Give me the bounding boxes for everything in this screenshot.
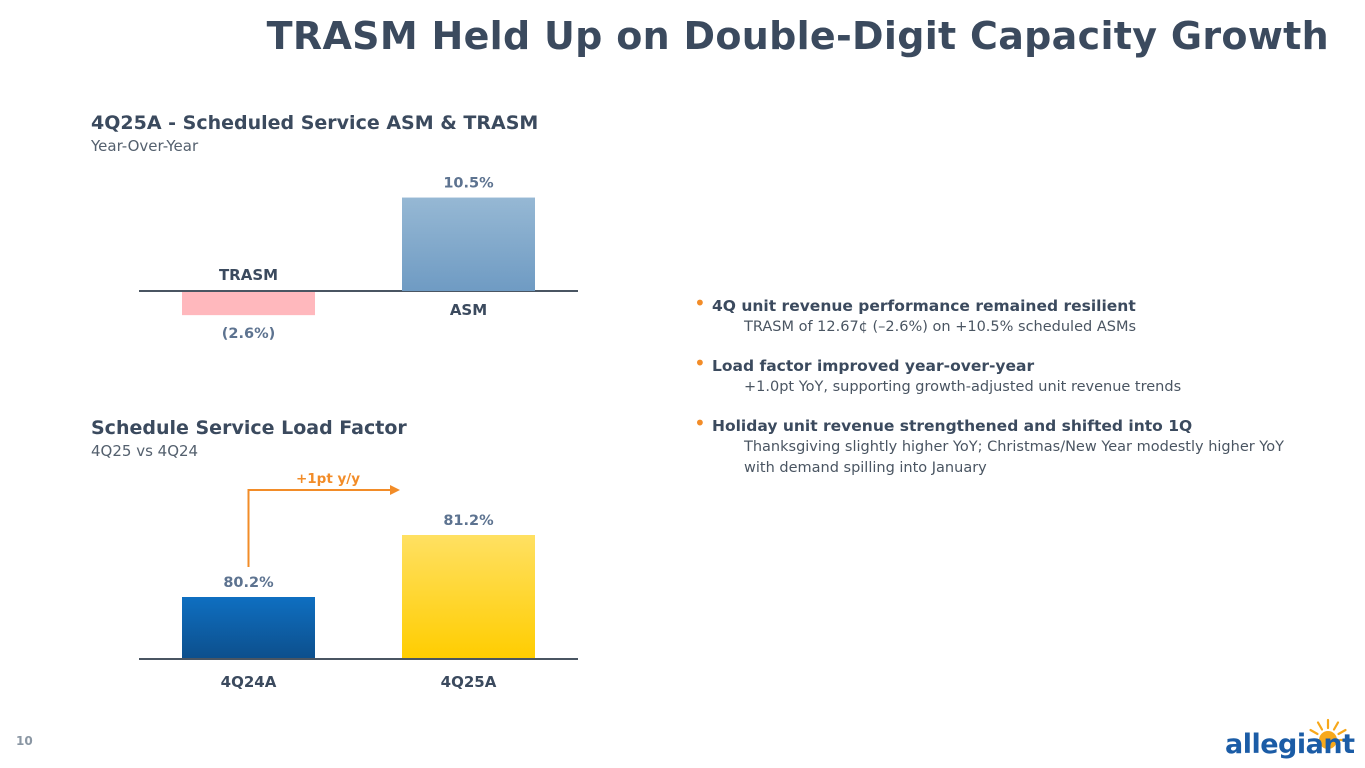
logo-wordmark: allegiant — [1225, 729, 1355, 760]
bullet-list: • 4Q unit revenue performance remained r… — [694, 291, 1314, 497]
bullet-dot-icon: • — [694, 411, 706, 435]
chart2-category-label: 4Q24A — [221, 673, 277, 691]
bullet-dot-icon: • — [694, 291, 706, 315]
load-factor-chart: 80.2% 4Q24A 81.2% 4Q25A +1pt y/y — [139, 471, 578, 691]
allegiant-logo: allegiant — [1225, 710, 1355, 760]
chart2-annotation-label: +1pt y/y — [296, 471, 360, 487]
chart2-annotation-arrow — [247, 489, 396, 567]
bullet-heading: Load factor improved year-over-year — [712, 357, 1035, 375]
bullet-body: TRASM of 12.67¢ (–2.6%) on +10.5% schedu… — [744, 319, 1137, 335]
chart2-bar-4q25a — [402, 535, 535, 659]
bullet-item: • 4Q unit revenue performance remained r… — [694, 291, 1314, 338]
chart2-arrowhead-icon — [390, 485, 400, 495]
chart2-data-label: 81.2% — [443, 513, 494, 529]
asm-trasm-chart: (2.6%) TRASM 10.5% ASM — [139, 176, 578, 342]
bullet-item: • Load factor improved year-over-year +1… — [694, 351, 1314, 398]
bullet-body: Thanksgiving slightly higher YoY; Christ… — [744, 439, 1284, 476]
sun-icon — [1307, 718, 1349, 749]
chart1-category-label: ASM — [450, 301, 487, 319]
chart1-bar-asm — [402, 197, 535, 291]
chart1-data-label: (2.6%) — [222, 326, 275, 342]
chart1-category-label: TRASM — [219, 266, 278, 284]
chart2-subtitle: 4Q25 vs 4Q24 — [91, 442, 199, 460]
bullet-dot-icon: • — [694, 351, 706, 375]
chart2-data-label: 80.2% — [223, 575, 274, 591]
chart2-category-label: 4Q25A — [441, 673, 497, 691]
chart1-subtitle: Year-Over-Year — [91, 137, 199, 155]
chart1-title: 4Q25A - Scheduled Service ASM & TRASM — [91, 112, 539, 134]
bullet-heading: 4Q unit revenue performance remained res… — [712, 297, 1136, 315]
chart2-title: Schedule Service Load Factor — [91, 417, 407, 439]
page-number: 10 — [16, 734, 33, 748]
chart2-bar-4q24a — [182, 597, 315, 659]
bullet-heading: Holiday unit revenue strengthened and sh… — [712, 417, 1193, 435]
bullet-body: +1.0pt YoY, supporting growth-adjusted u… — [744, 379, 1182, 395]
slide-title: TRASM Held Up on Double-Digit Capacity G… — [266, 14, 1329, 58]
chart1-bar-trasm — [182, 292, 315, 316]
chart1-data-label: 10.5% — [443, 176, 494, 192]
bullet-item: • Holiday unit revenue strengthened and … — [694, 411, 1314, 479]
